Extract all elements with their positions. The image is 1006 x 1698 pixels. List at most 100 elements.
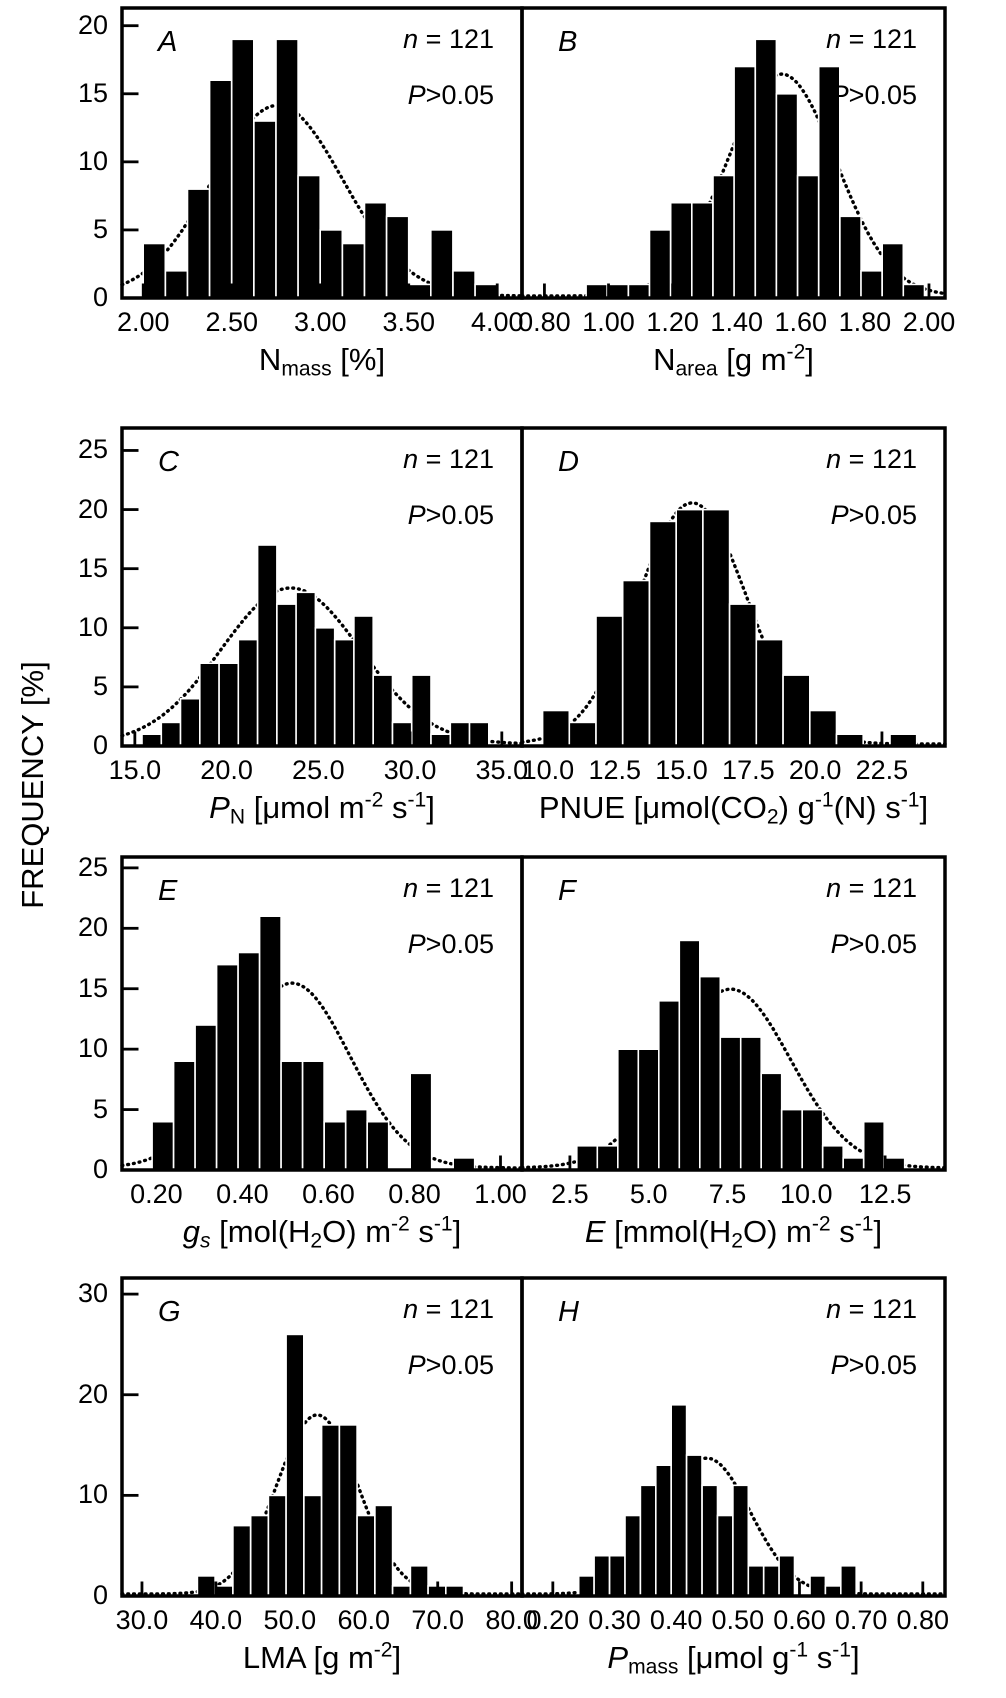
histogram-bar: [796, 174, 820, 299]
histogram-bar: [374, 1504, 394, 1597]
x-tick-label: 1.00: [474, 1179, 527, 1209]
histogram-bar: [728, 603, 758, 747]
histogram-bar: [237, 951, 261, 1171]
x-axis-title: PNUE [μmol(CO2) g-1(N) s-1]: [538, 788, 929, 829]
x-tick-label: 40.0: [189, 1605, 243, 1635]
histogram-bar: [474, 283, 499, 299]
y-tick-label: 15: [77, 552, 108, 583]
histogram-bar: [341, 242, 366, 299]
sample-size-label: n = 121: [826, 873, 917, 903]
x-tick-label: 22.5: [855, 755, 909, 785]
histogram-bar: [780, 1108, 804, 1171]
histogram-bar: [258, 915, 282, 1171]
histogram-bar: [141, 733, 163, 747]
histogram-bar: [595, 615, 624, 747]
histogram-bar: [842, 1157, 865, 1171]
histogram-bar: [624, 1514, 642, 1597]
histogram-bar: [648, 520, 678, 747]
histogram-bar: [372, 674, 394, 747]
y-tick-label: 20: [77, 912, 108, 943]
x-tick-label: 30.0: [115, 1605, 169, 1635]
p-value-label: P>0.05: [830, 500, 917, 530]
histogram-bar: [809, 1575, 827, 1597]
histogram-bar: [637, 1048, 660, 1171]
y-tick-label: 0: [92, 730, 108, 760]
histogram-bar: [835, 733, 865, 747]
x-axis-title: LMA [g m-2]: [242, 1638, 402, 1675]
x-tick-label: 0.40: [216, 1179, 269, 1209]
histogram-bar: [218, 662, 240, 747]
y-tick-label: 10: [77, 1033, 108, 1064]
y-tick-label: 25: [77, 851, 108, 882]
histogram-bar: [301, 1060, 325, 1171]
histogram-bar: [839, 1565, 857, 1597]
histogram-bar: [639, 1484, 657, 1597]
histogram-bar: [719, 1036, 742, 1171]
histogram-bar: [627, 283, 651, 299]
histogram-bar: [314, 626, 336, 747]
panel-F: [520, 855, 947, 1172]
histogram-bar: [775, 93, 799, 299]
y-tick-label: 30: [77, 1278, 108, 1309]
x-tick-label: 12.5: [588, 755, 641, 785]
x-tick-label: 20.0: [788, 755, 842, 785]
x-tick-label: 20.0: [200, 755, 253, 785]
panel-frame: [520, 426, 947, 748]
sample-size-label: n = 121: [403, 1294, 494, 1324]
panel-frame: [520, 1276, 947, 1598]
panel-letter: F: [558, 875, 576, 907]
histogram-bar: [675, 508, 704, 747]
histogram-bar: [698, 975, 722, 1171]
histogram-bar: [778, 1554, 796, 1597]
histogram-bar: [881, 242, 905, 299]
histogram-bar: [468, 721, 490, 747]
histogram-bar: [862, 1120, 886, 1171]
y-tick-label: 25: [77, 434, 108, 465]
x-tick-label: 1.00: [582, 307, 635, 337]
histogram-bar: [295, 591, 317, 747]
x-tick-label: 4.00: [470, 307, 524, 337]
histogram-bar: [276, 603, 297, 747]
x-tick-label: 10.0: [521, 755, 575, 785]
histogram-bar: [194, 1024, 218, 1171]
histogram-bar: [409, 1072, 433, 1171]
panel-letter: B: [558, 26, 578, 58]
histogram-bar: [452, 269, 476, 299]
x-tick-label: 0.80: [896, 1605, 950, 1635]
x-tick-label: 0.80: [518, 307, 571, 337]
panel-D: [520, 426, 947, 748]
x-axis-title: E [mmol(H2O) m-2 s-1]: [584, 1212, 883, 1253]
x-tick-label: 3.00: [293, 307, 347, 337]
x-tick-label: 12.5: [858, 1179, 912, 1209]
histogram-bar: [429, 229, 454, 299]
histogram-bar: [285, 1333, 305, 1597]
x-axis-title: Narea [g m-2]: [653, 340, 814, 381]
x-tick-label: 1.40: [710, 307, 763, 337]
panel-A: [120, 6, 524, 300]
histogram-bar: [338, 1424, 358, 1597]
x-tick-label: 2.5: [551, 1179, 589, 1209]
histogram-bar: [196, 1575, 216, 1597]
histogram-bar: [410, 674, 432, 747]
histogram-bar: [716, 1514, 734, 1597]
histogram-bar: [407, 283, 432, 299]
y-tick-label: 0: [92, 1154, 108, 1184]
histogram-bar: [568, 721, 597, 747]
x-tick-label: 0.20: [526, 1605, 580, 1635]
panel-letter: D: [558, 446, 579, 478]
histogram-bar: [889, 733, 918, 747]
histogram-bar: [249, 1514, 270, 1597]
panel-letter: H: [558, 1296, 579, 1328]
p-value-label: P>0.05: [407, 80, 494, 110]
x-tick-label: 1.80: [838, 307, 892, 337]
panel-B: [520, 6, 947, 300]
x-axis-title: PN [μmol m-2 s-1]: [209, 788, 435, 829]
x-tick-label: 7.5: [708, 1179, 747, 1209]
y-tick-label: 20: [77, 493, 108, 524]
sample-size-label: n = 121: [403, 24, 494, 54]
histogram-bar: [409, 1565, 429, 1597]
histogram-bar: [320, 1424, 341, 1597]
x-tick-label: 10.0: [780, 1179, 833, 1209]
x-tick-label: 50.0: [263, 1605, 317, 1635]
